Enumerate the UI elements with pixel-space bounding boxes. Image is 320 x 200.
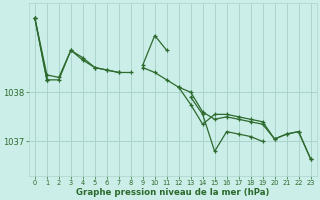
X-axis label: Graphe pression niveau de la mer (hPa): Graphe pression niveau de la mer (hPa) — [76, 188, 269, 197]
